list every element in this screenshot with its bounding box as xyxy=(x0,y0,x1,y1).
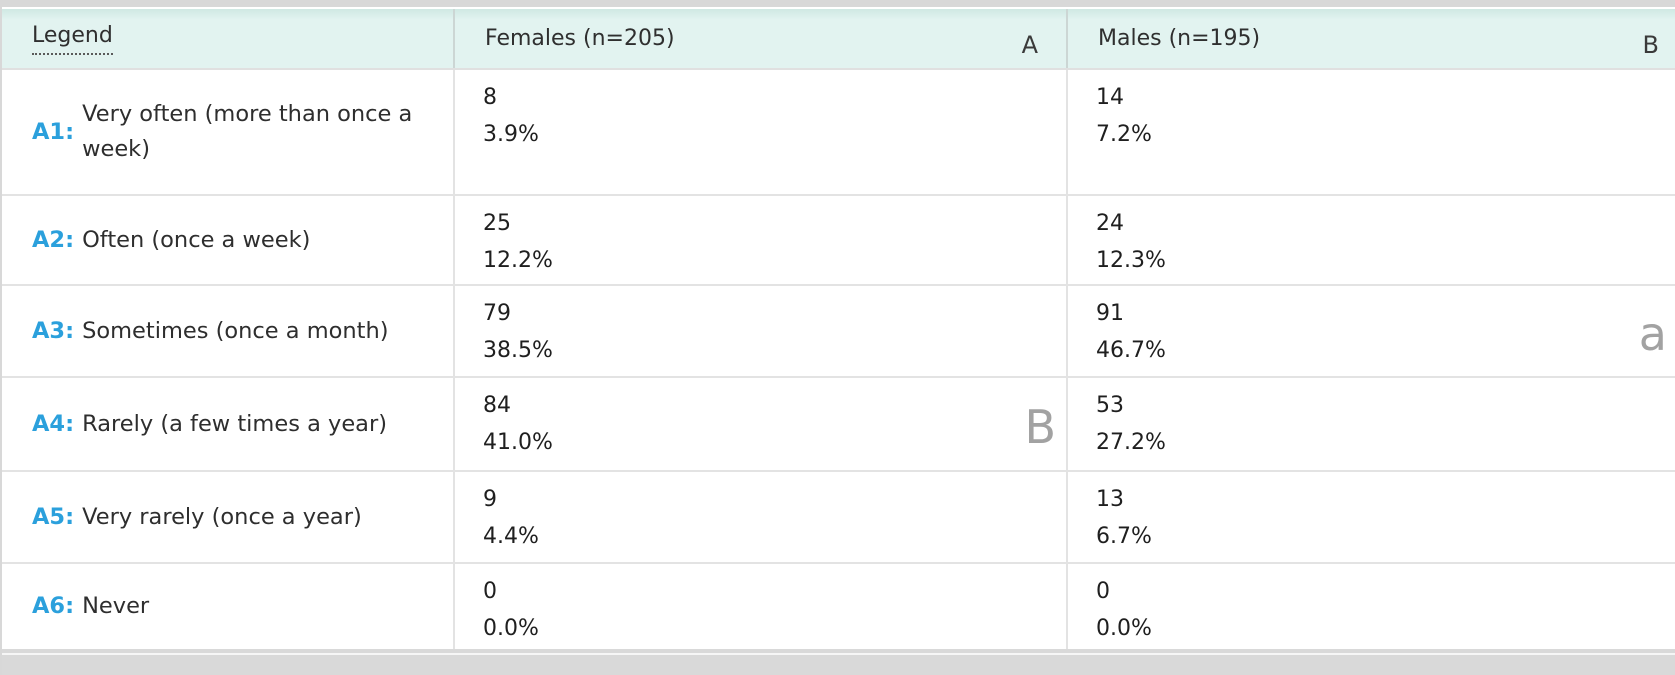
table-row-a5: A5: Very rarely (once a year) 9 4.4% 13 … xyxy=(2,472,1675,564)
count-value: 24 xyxy=(1096,211,1124,236)
answer-label: Rarely (a few times a year) xyxy=(82,410,387,437)
count-value: 9 xyxy=(483,487,497,512)
count-value: 14 xyxy=(1096,85,1124,110)
count-value: 79 xyxy=(483,301,511,326)
count-value: 25 xyxy=(483,211,511,236)
females-value-cell: 0 0.0% xyxy=(453,564,1066,649)
answer-code: A1: xyxy=(32,118,75,145)
count-value: 0 xyxy=(483,579,497,604)
males-header-label: Males (n=195) xyxy=(1098,26,1261,51)
females-value-cell: 79 38.5% xyxy=(453,286,1066,376)
table-row-a3: A3: Sometimes (once a month) 79 38.5% 91… xyxy=(2,286,1675,378)
count-value: 84 xyxy=(483,393,511,418)
column-letter-b: B xyxy=(1642,31,1659,59)
percent-value: 27.2% xyxy=(1096,430,1166,455)
percent-value: 6.7% xyxy=(1096,524,1152,549)
legend-cell: A4: Rarely (a few times a year) xyxy=(2,378,453,470)
percent-value: 0.0% xyxy=(1096,616,1152,641)
count-value: 0 xyxy=(1096,579,1110,604)
males-value-cell: 24 12.3% xyxy=(1066,196,1675,284)
significance-marker: a xyxy=(1638,306,1667,361)
legend-cell: A1: Very often (more than once a week) xyxy=(2,70,453,194)
top-border-strip xyxy=(2,0,1675,7)
males-value-cell: 14 7.2% xyxy=(1066,70,1675,194)
answer-code: A6: xyxy=(32,593,75,619)
answer-label: Often (once a week) xyxy=(82,226,311,253)
answer-label: Very rarely (once a year) xyxy=(82,503,362,530)
bottom-border-strip xyxy=(2,655,1675,675)
answer-label: Never xyxy=(82,593,150,619)
count-value: 13 xyxy=(1096,487,1124,512)
percent-value: 4.4% xyxy=(483,524,539,549)
legend-cell: A6: Never xyxy=(2,564,453,649)
answer-label: Sometimes (once a month) xyxy=(82,317,389,344)
percent-value: 3.9% xyxy=(483,122,539,147)
table-header-row: Legend Females (n=205) A Males (n=195) B xyxy=(2,9,1675,70)
count-value: 91 xyxy=(1096,301,1124,326)
table-row-a1: A1: Very often (more than once a week) 8… xyxy=(2,70,1675,196)
males-value-cell: 91 46.7% a xyxy=(1066,286,1675,376)
males-value-cell: 53 27.2% xyxy=(1066,378,1675,470)
answer-code: A2: xyxy=(32,226,75,253)
females-column-header: Females (n=205) A xyxy=(453,9,1066,68)
females-value-cell: 8 3.9% xyxy=(453,70,1066,194)
females-header-label: Females (n=205) xyxy=(485,26,675,51)
answer-code: A4: xyxy=(32,410,75,437)
males-value-cell: 0 0.0% xyxy=(1066,564,1675,649)
males-column-header: Males (n=195) B xyxy=(1066,9,1675,68)
answer-code: A5: xyxy=(32,503,75,530)
percent-value: 46.7% xyxy=(1096,338,1166,363)
bottom-border-gap xyxy=(2,653,1675,655)
legend-header-label[interactable]: Legend xyxy=(32,23,113,55)
females-value-cell: 9 4.4% xyxy=(453,472,1066,562)
legend-cell: A2: Often (once a week) xyxy=(2,196,453,284)
legend-column-header: Legend xyxy=(2,9,453,68)
top-border-gap xyxy=(2,7,1675,9)
table-row-a4: A4: Rarely (a few times a year) 84 41.0%… xyxy=(2,378,1675,472)
percent-value: 41.0% xyxy=(483,430,553,455)
table-row-a6: A6: Never 0 0.0% 0 0.0% xyxy=(2,564,1675,649)
percent-value: 12.2% xyxy=(483,248,553,273)
males-value-cell: 13 6.7% xyxy=(1066,472,1675,562)
females-value-cell: 25 12.2% xyxy=(453,196,1066,284)
legend-cell: A3: Sometimes (once a month) xyxy=(2,286,453,376)
column-letter-a: A xyxy=(1021,31,1038,59)
percent-value: 12.3% xyxy=(1096,248,1166,273)
table-row-a2: A2: Often (once a week) 25 12.2% 24 12.3… xyxy=(2,196,1675,286)
answer-code: A3: xyxy=(32,317,75,344)
count-value: 8 xyxy=(483,85,497,110)
count-value: 53 xyxy=(1096,393,1124,418)
percent-value: 7.2% xyxy=(1096,122,1152,147)
legend-cell: A5: Very rarely (once a year) xyxy=(2,472,453,562)
bottom-border-strip xyxy=(2,649,1675,653)
significance-marker: B xyxy=(1024,399,1056,454)
females-value-cell: 84 41.0% B xyxy=(453,378,1066,470)
answer-label: Very often (more than once a week) xyxy=(82,101,413,162)
percent-value: 38.5% xyxy=(483,338,553,363)
percent-value: 0.0% xyxy=(483,616,539,641)
